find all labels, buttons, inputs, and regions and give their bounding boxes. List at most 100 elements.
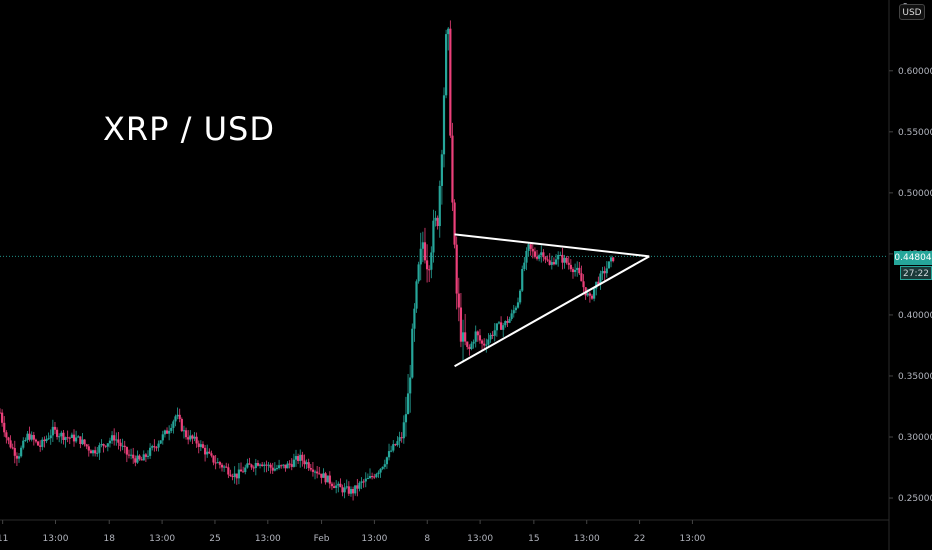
candle-body <box>297 456 300 461</box>
candle-body <box>436 217 439 227</box>
candle-body <box>533 251 537 257</box>
candle-body <box>326 475 329 483</box>
bar-countdown-badge: 27:22 <box>900 266 932 280</box>
candle-body <box>197 443 200 447</box>
candle-body <box>485 344 488 346</box>
candle-body <box>472 341 475 344</box>
candle-body <box>590 295 594 299</box>
candle-body <box>55 429 59 437</box>
candle-body <box>377 472 380 475</box>
candle-body <box>425 260 429 270</box>
candle-body <box>605 268 608 274</box>
y-tick-label: 0.60000 <box>898 67 932 77</box>
candle-body <box>176 414 179 417</box>
x-tick-label: Feb <box>314 534 330 544</box>
candle-body <box>301 454 304 461</box>
candle-body <box>41 439 44 447</box>
candle-body <box>258 464 262 466</box>
candle-body <box>180 419 183 432</box>
candle-body <box>191 435 194 439</box>
candle-body <box>286 463 289 469</box>
candle-body <box>394 444 397 446</box>
candle-body <box>28 433 31 440</box>
candle-body <box>316 471 319 474</box>
candle-body <box>5 432 8 438</box>
candle-body <box>149 447 152 456</box>
y-tick-label: 0.55000 <box>898 128 932 138</box>
candle-body <box>322 473 325 478</box>
candle-body <box>70 434 73 438</box>
candle-body <box>521 269 524 291</box>
candle-body <box>487 339 490 345</box>
candle-body <box>375 474 378 478</box>
candle-body <box>512 310 515 314</box>
candle-body <box>400 437 403 439</box>
candle-body <box>184 430 188 438</box>
candle-body <box>250 464 253 468</box>
candle-body <box>499 322 503 330</box>
candle-body <box>208 451 211 454</box>
candle-body <box>474 331 477 342</box>
y-tick-label: 0.40000 <box>898 311 932 321</box>
candle-body <box>385 457 389 465</box>
candle-body <box>588 293 591 296</box>
candle-body <box>497 322 501 324</box>
candle-body <box>493 330 496 336</box>
candle-body <box>47 438 50 440</box>
candle-body <box>117 439 120 443</box>
candle-body <box>212 455 215 463</box>
candle-body <box>77 436 80 438</box>
candle-body <box>72 434 76 442</box>
candle-body <box>548 260 551 265</box>
candle-body <box>231 476 234 478</box>
candle-body <box>106 443 109 447</box>
candle-body <box>83 439 86 445</box>
candle-body <box>430 252 433 270</box>
candle-body <box>142 454 145 461</box>
candle-body <box>261 464 264 466</box>
candle-body <box>303 460 306 465</box>
candle-body <box>582 281 585 288</box>
candle-body <box>0 412 2 414</box>
candle-body <box>514 307 517 311</box>
candle-body <box>438 185 441 227</box>
candle-body <box>98 445 101 453</box>
candle-body <box>275 468 279 470</box>
candle-body <box>330 483 334 487</box>
candle-body <box>248 463 251 465</box>
candle-body <box>550 262 553 265</box>
candle-body <box>470 343 473 350</box>
candle-body <box>282 464 285 466</box>
candle-body <box>155 447 158 449</box>
candle-body <box>170 427 173 431</box>
candle-body <box>337 483 340 486</box>
candle-body <box>347 486 350 494</box>
candle-body <box>235 473 238 479</box>
candle-body <box>453 202 456 245</box>
candle-body <box>174 416 177 422</box>
candle-body <box>379 468 382 473</box>
candle-body <box>356 485 359 489</box>
x-tick-label: 13:00 <box>43 534 69 544</box>
currency-badge[interactable]: USD <box>899 4 925 20</box>
candle-body <box>519 290 522 303</box>
chart-title: XRP / USD <box>103 110 275 148</box>
candle-body <box>381 466 384 469</box>
x-tick-label: 8 <box>424 534 430 544</box>
candle-body <box>227 467 230 475</box>
candle-body <box>313 471 317 473</box>
candle-body <box>144 454 147 457</box>
candle-body <box>75 437 78 442</box>
candle-body <box>218 462 221 465</box>
candle-body <box>601 270 604 274</box>
candle-body <box>100 444 103 446</box>
x-tick-label: 13:00 <box>255 534 281 544</box>
candle-body <box>612 257 615 262</box>
candle-body <box>527 244 530 251</box>
candle-body <box>607 261 611 269</box>
candle-body <box>244 467 247 472</box>
candle-body <box>11 447 14 449</box>
candle-body <box>434 217 437 221</box>
last-price-badge: 0.44804 <box>894 251 932 265</box>
